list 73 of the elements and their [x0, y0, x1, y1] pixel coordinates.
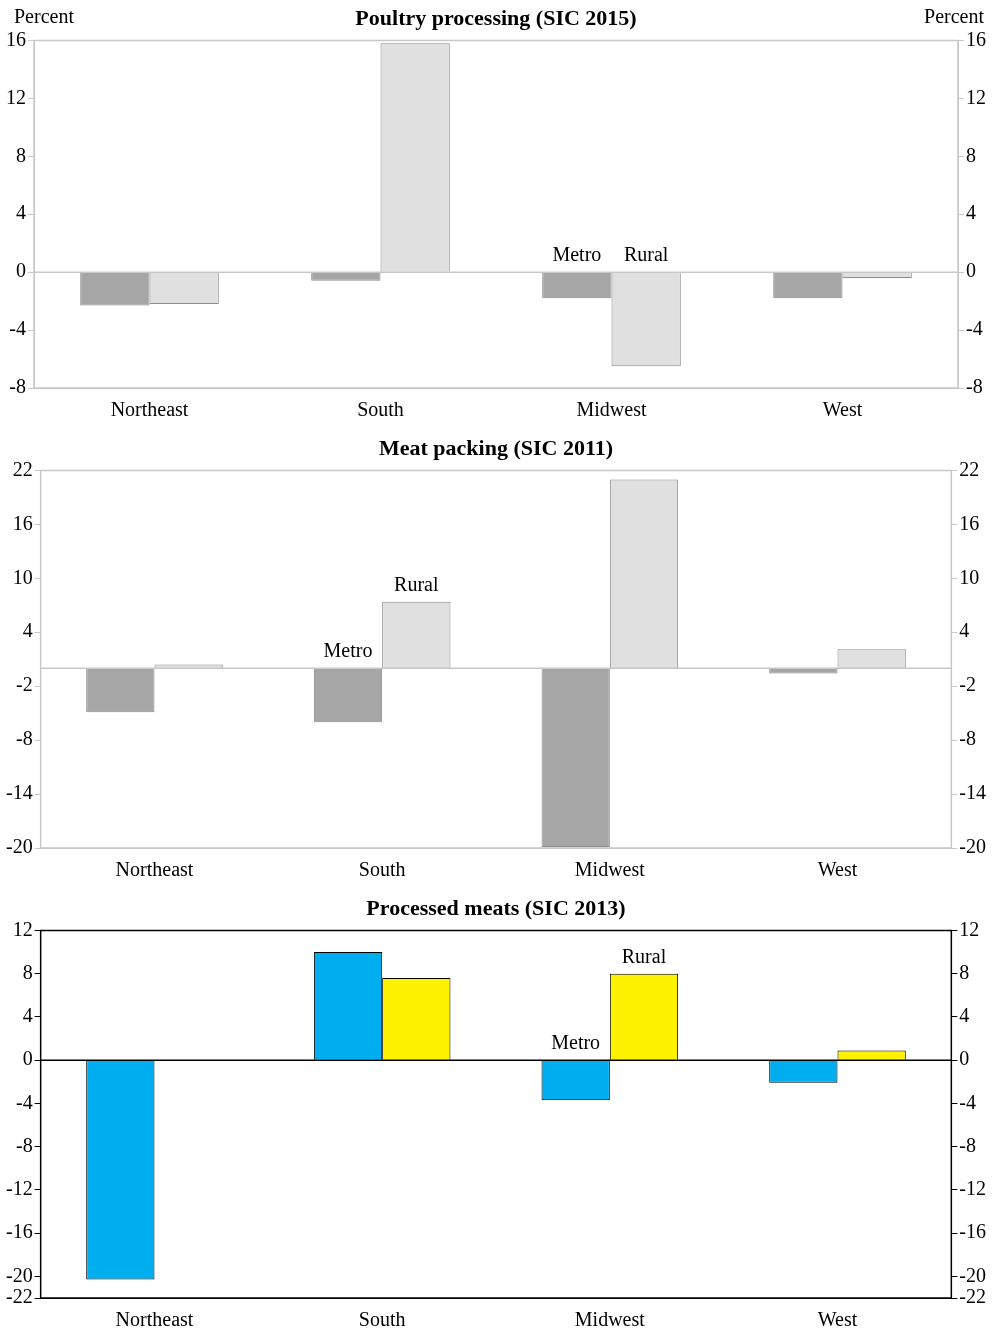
y2-tick-label: -4	[966, 317, 983, 340]
y-tick-label: -20	[5, 1263, 33, 1286]
y2-tick-label: -2	[959, 673, 977, 696]
y2-tick-label: -20	[959, 835, 987, 858]
y-tick-label: 4	[16, 201, 26, 224]
y-tick-label: 8	[22, 960, 33, 983]
x-tick-label: South	[357, 398, 404, 421]
y-tick-label: 16	[12, 511, 33, 534]
y-tick-label: -8	[15, 727, 33, 750]
x-tick-label: West	[817, 858, 858, 881]
y2-tick-label: 22	[959, 457, 980, 480]
x-tick-label: Midwest	[576, 398, 647, 421]
y-tick-label: -22	[5, 1285, 33, 1308]
annotation: Rural	[394, 572, 439, 595]
y-tick-label: 12	[6, 85, 26, 108]
y2-tick-label: 16	[966, 27, 986, 50]
y2-tick-label: 0	[966, 259, 976, 282]
y-tick-label: -2	[15, 673, 33, 696]
y-tick-label: 8	[16, 143, 26, 166]
x-tick-label: South	[358, 858, 406, 881]
y-tick-label: 12	[12, 917, 33, 940]
annotation: Rural	[623, 243, 669, 266]
y2-tick-label: 12	[966, 85, 986, 108]
x-tick-label: West	[822, 398, 863, 421]
y-tick-label: 4	[22, 619, 33, 642]
y-tick-label: -14	[5, 781, 33, 804]
y-tick-label: 0	[16, 259, 26, 282]
annotation: Metro	[552, 243, 602, 266]
y2-tick-label: 0	[959, 1047, 970, 1070]
annotation: Rural	[621, 944, 667, 967]
y-tick-label: 0	[22, 1047, 33, 1070]
y-tick-label: -20	[5, 835, 33, 858]
y-tick-label: 22	[12, 457, 33, 480]
y2-tick-label: 8	[959, 960, 970, 983]
x-tick-label: Northeast	[110, 398, 189, 421]
y-tick-label: -16	[5, 1220, 33, 1243]
y2-tick-label: -22	[959, 1285, 987, 1308]
y2-tick-label: 4	[959, 1004, 970, 1027]
y-tick-label: -4	[15, 1090, 33, 1113]
y2-tick-label: -4	[959, 1090, 977, 1113]
y2-tick-label: 12	[959, 917, 980, 940]
x-tick-label: West	[817, 1308, 858, 1331]
y-tick-label: 10	[12, 565, 33, 588]
x-tick-label: Midwest	[574, 1308, 646, 1331]
y2-axis-title: Percent	[924, 5, 985, 28]
y2-tick-label: 4	[959, 619, 970, 642]
y-tick-label: -8	[9, 375, 26, 398]
annotation: Metro	[551, 1031, 601, 1054]
chart-title: Poultry processing (SIC 2015)	[355, 4, 637, 30]
y2-tick-label: 16	[959, 511, 980, 534]
y2-tick-label: -8	[959, 727, 977, 750]
y-tick-label: 16	[6, 27, 26, 50]
y2-tick-label: -8	[966, 375, 983, 398]
x-tick-label: South	[358, 1308, 406, 1331]
x-tick-label: Northeast	[115, 1308, 194, 1331]
y-tick-label: 4	[22, 1004, 33, 1027]
y-axis-title: Percent	[14, 5, 75, 28]
y2-tick-label: -12	[959, 1177, 987, 1200]
y2-tick-label: 8	[966, 143, 976, 166]
y-tick-label: -8	[15, 1133, 33, 1156]
x-tick-label: Northeast	[115, 858, 194, 881]
y2-tick-label: 10	[959, 565, 980, 588]
y-tick-label: -4	[9, 317, 26, 340]
y2-tick-label: -14	[959, 781, 987, 804]
y2-tick-label: -20	[959, 1263, 987, 1286]
y2-tick-label: 4	[966, 201, 976, 224]
chart-title: Meat packing (SIC 2011)	[378, 434, 614, 460]
x-tick-label: Midwest	[574, 858, 646, 881]
annotation: Metro	[323, 639, 373, 662]
y2-tick-label: -16	[959, 1220, 987, 1243]
y2-tick-label: -8	[959, 1133, 977, 1156]
y-tick-label: -12	[5, 1177, 33, 1200]
chart-title: Processed meats (SIC 2013)	[366, 894, 626, 920]
